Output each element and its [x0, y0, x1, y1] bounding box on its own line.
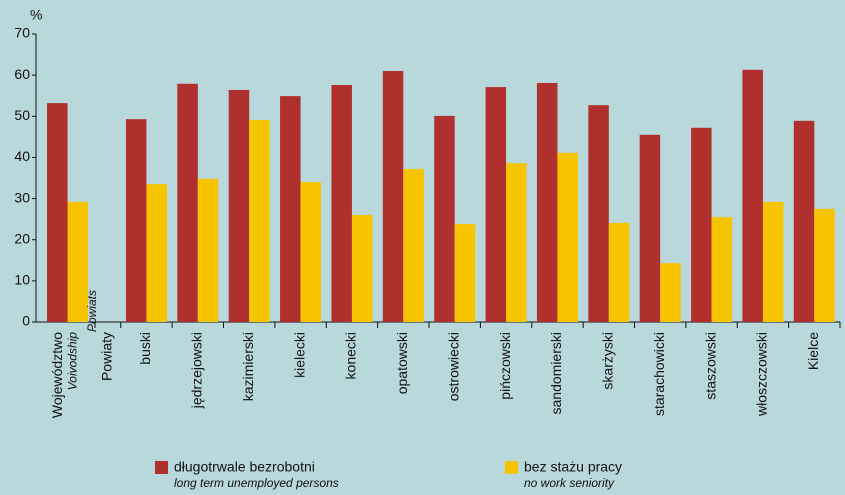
bar [639, 134, 661, 322]
bar [382, 71, 404, 323]
bar [249, 119, 270, 322]
x-tick-label: Województwo [49, 332, 65, 418]
legend-label: długotrwale bezrobotni [174, 459, 315, 475]
y-axis-label: % [30, 7, 42, 23]
x-tick-label: włoszczowski [754, 332, 770, 417]
x-tick-label: Powiaty [99, 332, 115, 381]
bar [197, 178, 219, 322]
bar [588, 105, 609, 322]
x-tick-label: ostrowiecki [445, 332, 461, 401]
x-tick-label: kazimierski [240, 332, 256, 401]
legend-swatch [155, 461, 168, 474]
bar [454, 224, 476, 322]
bar [403, 168, 424, 322]
y-tick-label: 40 [14, 148, 30, 164]
bar [608, 222, 630, 322]
y-tick-label: 30 [14, 189, 30, 205]
bar [351, 215, 373, 322]
bar [711, 217, 733, 322]
y-tick-label: 50 [14, 107, 30, 123]
bar [793, 120, 815, 322]
bar [536, 82, 558, 323]
bar [228, 89, 250, 322]
bar [331, 85, 352, 322]
bar [660, 263, 681, 322]
x-tick-label: jędrzejowski [189, 332, 205, 409]
bar [47, 103, 68, 323]
legend-label: bez stażu pracy [524, 459, 622, 475]
x-tick-label: opatowski [394, 332, 410, 394]
y-tick-label: 0 [22, 313, 30, 329]
x-tick-sublabel: Powiats [85, 290, 99, 332]
legend-sublabel: no work seniority [524, 476, 615, 490]
x-tick-label: buski [137, 332, 153, 365]
bar [691, 127, 712, 322]
x-tick-label: Kielce [805, 332, 821, 370]
y-tick-label: 60 [14, 66, 30, 82]
bar [814, 208, 835, 322]
x-tick-label: staszowski [702, 332, 718, 400]
bar [485, 87, 507, 323]
y-tick-label: 20 [14, 230, 30, 246]
x-tick-label: sandomierski [548, 332, 564, 414]
bar [434, 115, 455, 322]
x-tick-label: kielecki [291, 332, 307, 378]
x-tick-label: skarżyski [600, 332, 616, 390]
bar [742, 69, 763, 323]
x-tick-label: pińczowski [497, 332, 513, 400]
x-tick-sublabel: Voivodship [66, 332, 80, 391]
y-tick-label: 70 [14, 25, 30, 41]
bar [125, 119, 147, 322]
legend-sublabel: long term unemployed persons [174, 476, 339, 490]
legend-swatch [505, 461, 518, 474]
bar [146, 184, 167, 322]
y-tick-label: 10 [14, 272, 30, 288]
bar [557, 152, 578, 322]
bar [300, 182, 322, 322]
x-tick-label: starachowicki [651, 332, 667, 416]
bar [762, 201, 784, 322]
x-tick-label: konecki [343, 332, 359, 379]
bar [177, 83, 198, 322]
bar [280, 96, 301, 322]
bar [506, 163, 527, 322]
bar [67, 201, 89, 322]
